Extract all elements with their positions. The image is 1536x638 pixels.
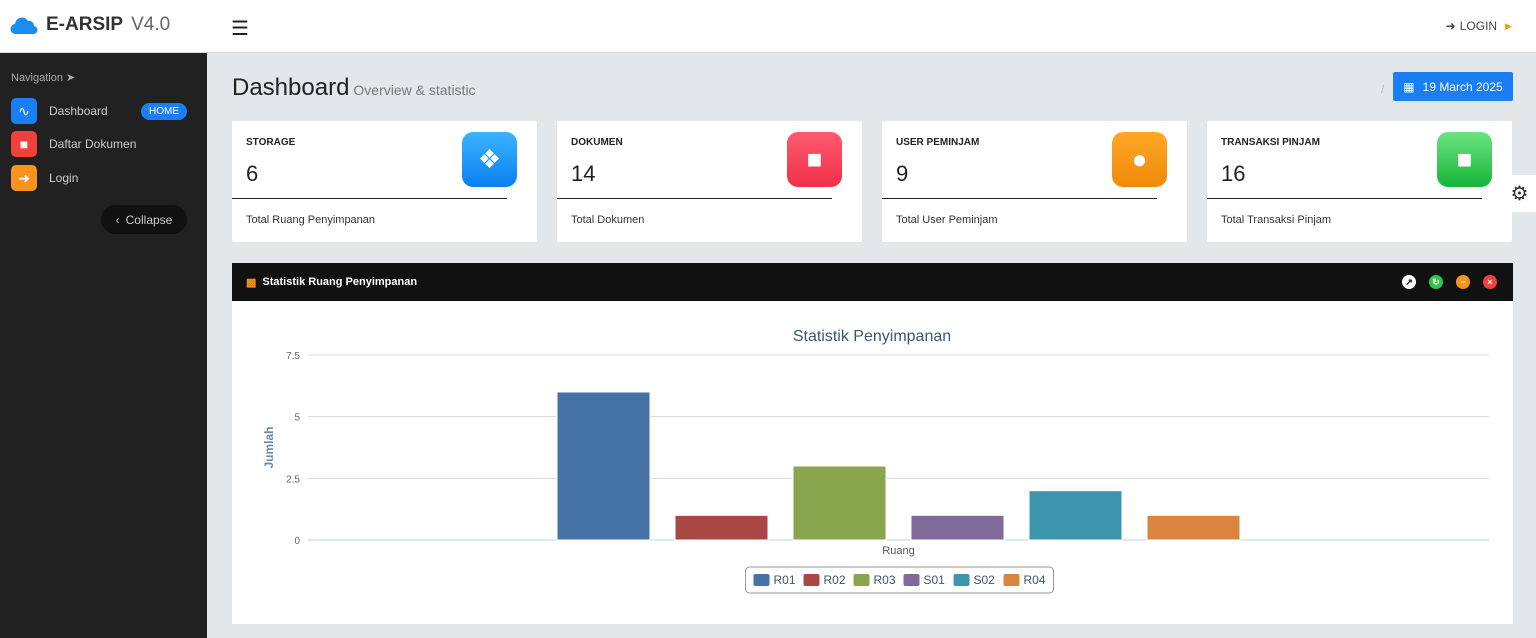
bar-r04 [1146,514,1241,541]
close-icon[interactable]: × [1483,275,1497,289]
brand-version: V4.0 [131,14,171,35]
collapse-button[interactable]: ‹ Collapse [101,205,187,234]
minimize-icon[interactable]: − [1456,275,1470,289]
bar-s01 [910,514,1005,541]
legend-box [745,566,1054,594]
sign-in-icon: ➜ [1445,19,1456,33]
legend-item: R04 [1024,573,1046,587]
nav-label: Navigation ➤ [11,72,76,84]
bar-r01 [556,391,651,541]
breadcrumb-divider: / [1381,82,1385,96]
home-badge: HOME [141,102,187,120]
bar-r02 [674,514,769,541]
y-tick-label: 0 [294,536,300,547]
expand-icon[interactable]: ↗ [1402,275,1416,289]
legend-item: R02 [824,573,846,587]
menu-toggle-icon[interactable]: ☰ [231,18,249,40]
legend-item: S01 [924,573,946,587]
sidebar-item-label: Daftar Dokumen [49,137,137,151]
user-icon: ● [1112,132,1167,187]
sidebar-item-dashboard[interactable]: ∿ Dashboard HOME [11,98,191,124]
legend-item: R03 [874,573,896,587]
y-axis-label: Jumlah [262,426,276,468]
panel-title: Statistik Ruang Penyimpanan [262,276,418,288]
login-label: LOGIN [1459,19,1498,33]
sidebar-item-label: Dashboard [49,104,108,118]
y-tick-label: 5 [294,413,300,424]
chevron-left-icon: ‹ [115,212,120,227]
bar-r03 [792,465,887,541]
folder-icon: ■ [787,132,842,187]
brand[interactable]: E-ARSIP V4.0 [10,14,170,36]
legend-swatch-r02 [803,574,820,586]
legend-swatch-r03 [853,574,870,586]
chart-panel: ▩ Statistik Ruang Penyimpanan ↗ ↻ − × Sta… [232,263,1513,624]
legend-swatch-r04 [1003,574,1020,586]
sign-in-icon: ➜ [11,165,37,191]
dropbox-icon: ❖ [462,132,517,187]
sidebar-item-daftar-dokumen[interactable]: ■ Daftar Dokumen [11,131,191,157]
legend-swatch-r01 [753,574,770,586]
sidebar-item-login[interactable]: ➜ Login [11,165,191,191]
card-user-peminjam: USER PEMINJAM 9 Total User Peminjam ● [882,121,1187,242]
page-subtitle: Overview & statistic [353,82,476,98]
bar-s02 [1028,490,1123,541]
x-axis-label: Ruang [882,545,914,557]
top-bar: E-ARSIP V4.0 ☰ ➜ LOGIN ▶ [0,0,1536,53]
settings-gear-icon[interactable]: ⚙ [1503,175,1536,212]
sidebar-item-label: Login [49,171,79,185]
folder-icon: ■ [11,131,37,157]
panel-header: ▩ Statistik Ruang Penyimpanan [232,263,1513,301]
pulse-icon: ∿ [11,98,37,124]
y-tick-label: 2.5 [286,474,300,485]
caret-right-icon: ▶ [1505,20,1512,31]
card-dokumen: DOKUMEN 14 Total Dokumen ■ [557,121,862,242]
page-title: Dashboard Overview & statistic [232,74,476,101]
chart-title: Statistik Penyimpanan [793,328,951,345]
bar-chart-icon: ▩ [246,276,257,289]
refresh-icon[interactable]: ↻ [1429,275,1443,289]
brand-name: E-ARSIP [46,14,124,35]
bar-chart: Statistik Penyimpanan 0 2.5 5 7.5 Jumlah Ruang… [262,328,1489,594]
legend-swatch-s02 [953,574,970,586]
legend-item: R01 [774,573,796,587]
sidebar: Navigation ➤ ∿ Dashboard HOME ■ Daftar Doku… [0,53,207,638]
card-transaksi-pinjam: TRANSAKSI PINJAM 16 Total Transaksi Pinjam… [1207,121,1512,242]
calendar-icon: ▦ [1403,79,1415,94]
legend-swatch-s01 [903,574,920,586]
login-link[interactable]: ➜ LOGIN ▶ [1446,19,1512,33]
legend-item: S02 [974,573,996,587]
date-button[interactable]: ▦ 19 March 2025 [1393,72,1513,101]
paper-plane-icon: ➤ [66,72,76,84]
card-storage: STORAGE 6 Total Ruang Penyimpanan ❖ [232,121,537,242]
cloud-icon [10,17,38,35]
archive-icon: ■ [1437,132,1492,187]
y-tick-label: 7.5 [286,351,300,362]
